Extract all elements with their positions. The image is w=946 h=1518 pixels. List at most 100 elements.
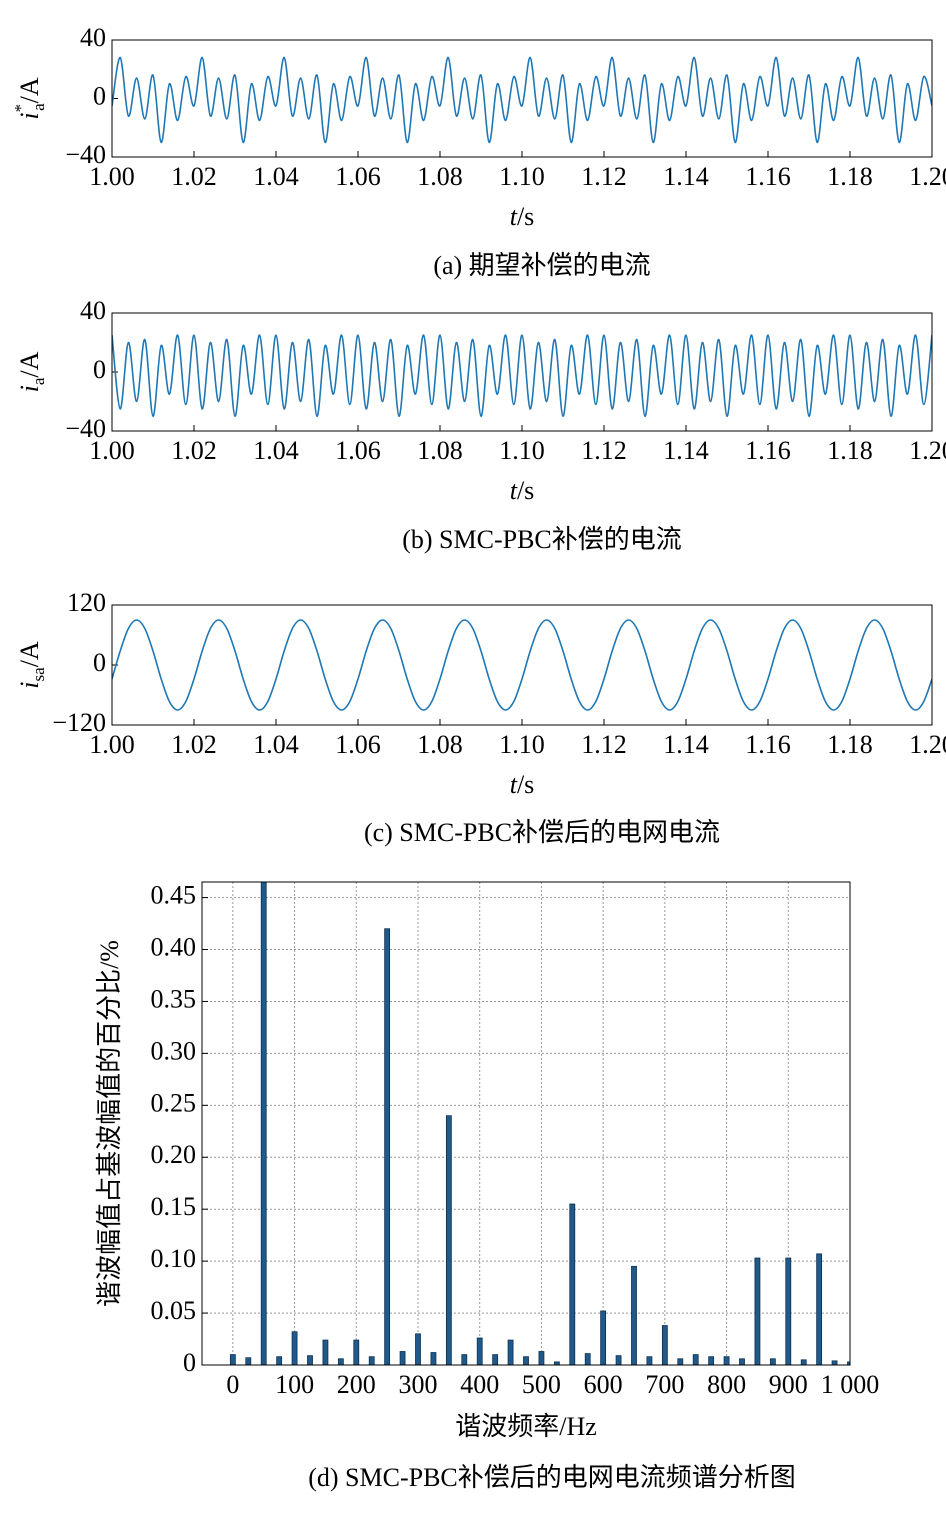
x-tick-label: 1.20 [909,730,946,759]
x-tick-label: 1.00 [89,436,135,465]
line [112,56,932,144]
y-tick-label: 0.40 [151,932,197,961]
plot-area [112,40,932,157]
caption: (b) SMC-PBC补偿的电流 [402,525,682,554]
y-label-symbol: i [15,385,44,392]
x-tick-label: 1.18 [827,730,873,759]
bar [476,1337,483,1365]
x-tick-label: 1.14 [663,162,709,191]
bar [461,1354,468,1365]
y-axis-label: i*a/A [11,77,48,120]
bar [507,1339,514,1365]
y-tick-label: 0.20 [151,1140,197,1169]
line [112,619,932,711]
y-tick-label: 120 [67,588,106,617]
y-tick-label: 0.45 [151,881,197,910]
bar [646,1356,653,1365]
bar [800,1359,807,1365]
x-tick-label: 1.10 [499,162,545,191]
bar [538,1351,545,1365]
bar [307,1355,313,1365]
x-label-symbol: t [510,202,518,231]
x-tick-label: 600 [584,1370,623,1399]
x-axis-label: t/s [510,202,535,231]
bar [754,1257,761,1365]
bar [291,1331,298,1365]
bar [615,1355,622,1365]
bar [492,1354,499,1365]
bar [322,1339,329,1365]
y-tick-label: −120 [52,708,106,737]
x-tick-label: 1.04 [253,162,299,191]
caption: (a) 期望补偿的电流 [433,251,650,280]
y-tick-label: 0.25 [151,1088,197,1117]
x-tick-label: 1.16 [745,730,791,759]
y-label-symbol: i [15,681,44,688]
bar [337,1358,344,1365]
x-tick-label: 1.06 [335,162,381,191]
x-tick-label: 300 [399,1370,438,1399]
x-tick-label: 1.18 [827,162,873,191]
bar [368,1356,375,1365]
bar [692,1354,699,1365]
bar [816,1253,823,1365]
y-axis-label: isa/A [15,641,48,689]
bar [229,1354,236,1365]
caption: (d) SMC-PBC补偿后的电网电流频谱分析图 [308,1463,796,1492]
x-tick-label: 1.02 [171,162,217,191]
y-label-subscript: sa [29,667,48,682]
x-tick-label: 1.10 [499,730,545,759]
bar [739,1358,745,1365]
x-label-unit: /s [517,770,534,799]
x-tick-label: 1.12 [581,162,627,191]
bar [399,1351,406,1365]
bar [831,1360,838,1365]
x-label-symbol: t [510,770,518,799]
bar [415,1333,421,1365]
x-tick-label: 1.08 [417,436,463,465]
x-tick-label: 1.14 [663,730,709,759]
x-tick-label: 1.16 [745,436,791,465]
bar [631,1265,637,1365]
y-label-unit: /A [15,351,44,377]
bar [523,1356,529,1365]
plot-area [112,605,932,725]
bar [584,1353,591,1365]
x-tick-label: 1.02 [171,436,217,465]
caption: (c) SMC-PBC补偿后的电网电流 [364,818,720,847]
y-tick-label: −40 [65,140,106,169]
axes-frame [201,881,851,1366]
x-tick-label: 1.04 [253,730,299,759]
y-tick-label: 0 [93,355,106,384]
plot-area [112,313,932,431]
x-tick-label: 0 [226,1370,239,1399]
axes-frame [111,312,933,432]
y-tick-label: 0.05 [151,1296,197,1325]
x-tick-label: 1.12 [581,436,627,465]
x-tick-label: 1.16 [745,162,791,191]
x-tick-label: 1 000 [821,1370,880,1399]
line [112,334,932,418]
x-tick-label: 1.02 [171,730,217,759]
bar [553,1361,560,1365]
x-axis-label: t/s [510,770,535,799]
bar [430,1352,437,1365]
x-tick-label: 1.20 [909,162,946,191]
x-tick-label: 400 [460,1370,499,1399]
y-tick-label: 0 [183,1348,196,1377]
x-tick-label: 1.06 [335,730,381,759]
bar [769,1358,776,1365]
x-tick-label: 1.00 [89,730,135,759]
x-tick-label: 200 [337,1370,376,1399]
bar [384,928,391,1365]
bar [245,1357,252,1365]
y-tick-label: 0.30 [151,1036,197,1065]
x-label-unit: /s [517,202,534,231]
axes-frame [111,39,933,158]
x-label-symbol: t [510,476,518,505]
x-tick-label: 800 [707,1370,746,1399]
bar [445,1115,452,1365]
y-tick-label: 0 [93,81,106,110]
y-axis-label: ia/A [15,351,48,392]
